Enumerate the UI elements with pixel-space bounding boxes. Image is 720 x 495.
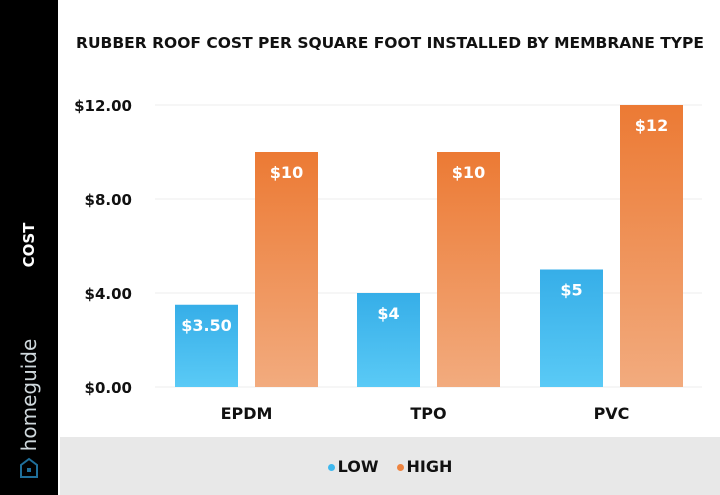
- data-label: $4: [377, 304, 399, 323]
- data-label: $5: [560, 281, 582, 300]
- legend-item-low: LOW: [327, 457, 379, 476]
- bar-low-tpo: [357, 293, 420, 387]
- chart-title: RUBBER ROOF COST PER SQUARE FOOT INSTALL…: [76, 34, 704, 52]
- bar-low-epdm: [175, 304, 238, 387]
- data-label: $10: [452, 163, 485, 182]
- high-dot-icon: [396, 463, 404, 471]
- sidebar: COST homeguide: [0, 0, 58, 495]
- data-label: $3.50: [181, 316, 232, 335]
- bar-high-epdm: [255, 152, 318, 387]
- x-tick-label: EPDM: [221, 404, 273, 423]
- y-tick-label: $8.00: [85, 191, 132, 209]
- legend-item-high: HIGH: [396, 457, 452, 476]
- data-label: $10: [270, 163, 303, 182]
- bar-low-pvc: [540, 269, 603, 387]
- x-tick-label: PVC: [594, 404, 630, 423]
- bar-high-pvc: [620, 105, 683, 387]
- y-tick-label: $12.00: [74, 97, 132, 115]
- bar-high-tpo: [437, 152, 500, 387]
- x-tick-label: TPO: [410, 404, 446, 423]
- y-tick-label: $4.00: [85, 285, 132, 303]
- house-logo-icon: [20, 457, 38, 478]
- chart-plot: $0.00 $4.00 $8.00 $12.00 $3.50 $10 EPDM $4 $10 TP…: [74, 97, 702, 423]
- legend: LOW HIGH: [60, 437, 720, 495]
- y-tick-label: $0.00: [85, 379, 132, 397]
- low-dot-icon: [327, 463, 335, 471]
- data-label: $12: [635, 116, 668, 135]
